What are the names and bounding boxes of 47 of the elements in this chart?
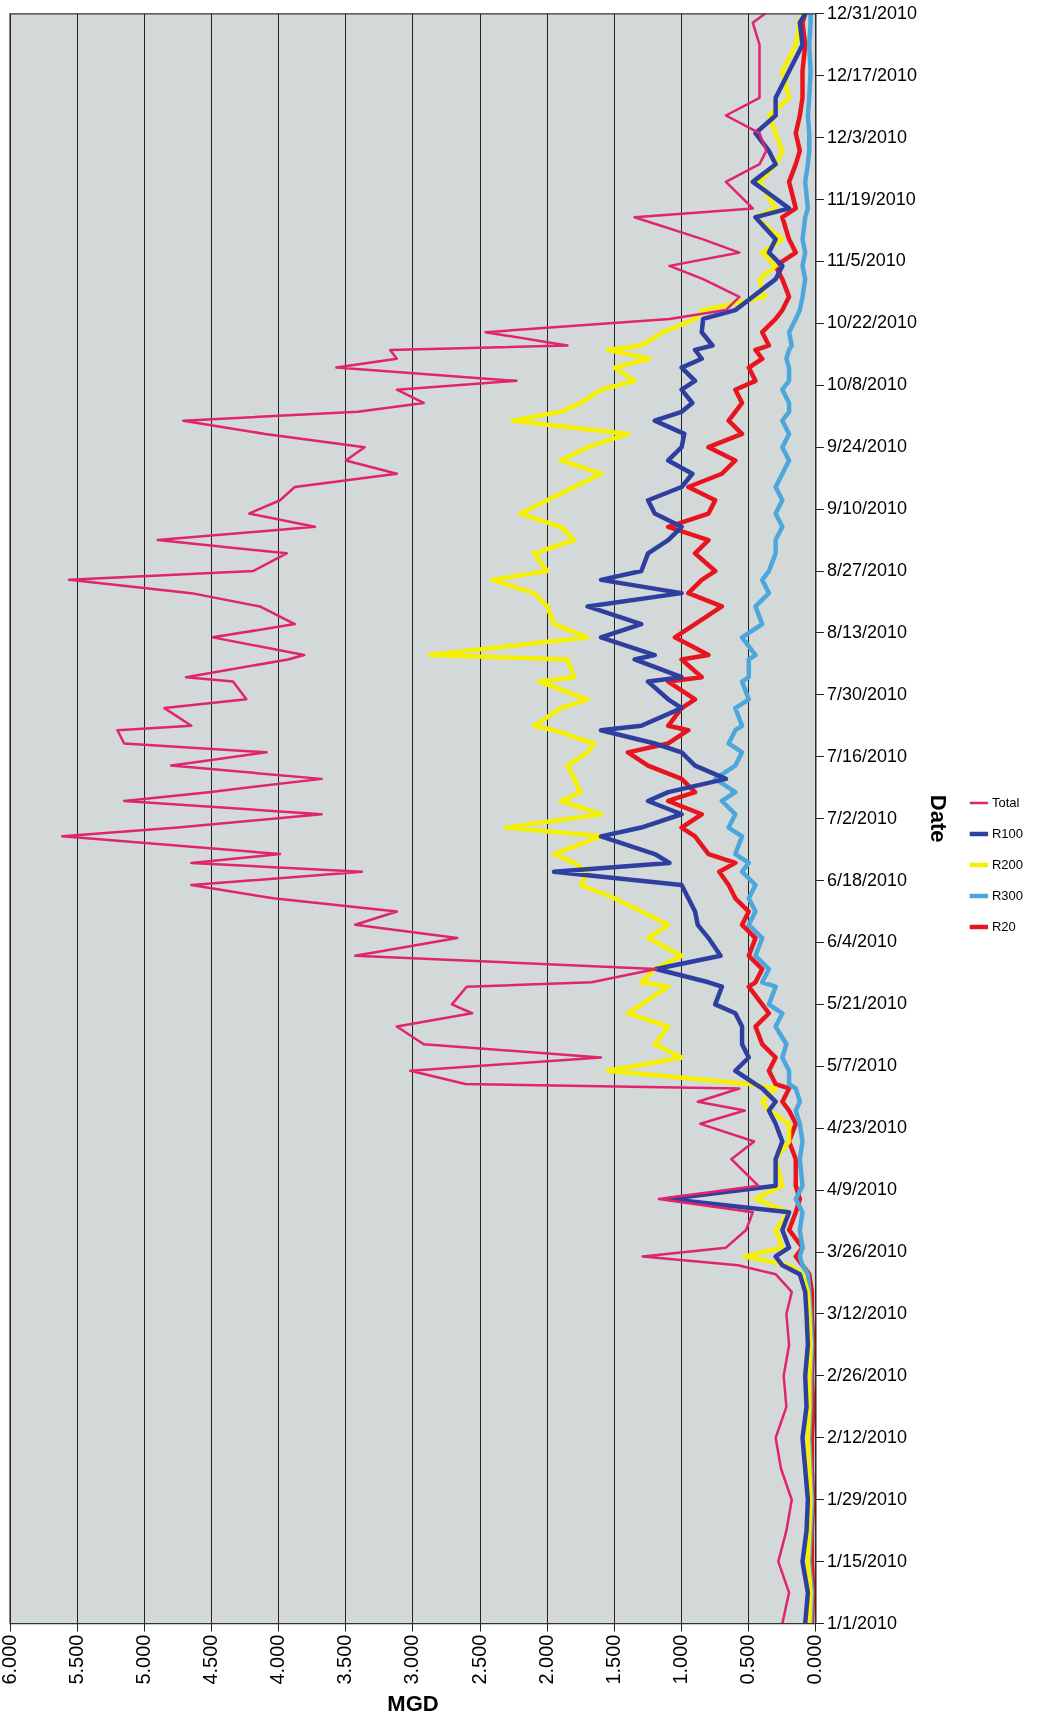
x-tick-label: 6.000 [0, 1634, 20, 1685]
y-tick-label: 10/8/2010 [826, 374, 908, 395]
y-tick-label: 2/26/2010 [826, 1364, 908, 1385]
legend-label: R200 [991, 856, 1023, 872]
y-tick-label: 4/23/2010 [826, 1117, 908, 1138]
y-tick-label: 11/19/2010 [826, 188, 916, 209]
legend-label: R20 [991, 918, 1016, 934]
y-tick-label: 12/17/2010 [826, 64, 918, 85]
y-tick-label: 7/2/2010 [826, 807, 898, 828]
x-tick-label: 3.000 [400, 1634, 423, 1685]
y-tick-label: 5/7/2010 [826, 1055, 898, 1076]
y-tick-label: 1/15/2010 [826, 1550, 908, 1571]
legend-label: R300 [991, 887, 1023, 903]
y-tick-label: 3/26/2010 [826, 1241, 908, 1262]
x-tick-label: 3.500 [333, 1634, 356, 1685]
x-tick-label: 4.000 [266, 1634, 289, 1685]
y-tick-label: 12/31/2010 [826, 2, 918, 23]
y-tick-label: 2/12/2010 [826, 1426, 908, 1447]
y-tick-label: 7/30/2010 [826, 683, 908, 704]
y-tick-label: 8/13/2010 [826, 621, 908, 642]
x-tick-label: 2.000 [534, 1634, 557, 1685]
y-tick-label: 6/4/2010 [826, 931, 898, 952]
x-tick-label: 5.000 [131, 1634, 154, 1685]
y-tick-label: 5/21/2010 [826, 993, 908, 1014]
y-tick-label: 1/29/2010 [826, 1488, 908, 1509]
x-axis-title: MGD [387, 1690, 439, 1716]
x-tick-label: 1.500 [601, 1634, 624, 1685]
x-tick-label: 1.000 [669, 1634, 692, 1685]
y-axis-title: Date [926, 794, 952, 843]
legend-label: Total [991, 794, 1020, 810]
y-tick-label: 1/1/2010 [826, 1612, 898, 1633]
y-tick-label: 9/24/2010 [826, 436, 908, 457]
x-tick-label: 0.000 [803, 1634, 826, 1685]
y-tick-label: 4/9/2010 [826, 1179, 898, 1200]
x-tick-label: 0.500 [736, 1634, 759, 1685]
y-tick-label: 9/10/2010 [826, 498, 908, 519]
x-tick-label: 5.500 [64, 1634, 87, 1685]
y-tick-label: 6/18/2010 [826, 869, 908, 890]
y-tick-label: 3/12/2010 [826, 1302, 908, 1323]
legend-label: R100 [991, 825, 1023, 841]
y-tick-label: 12/3/2010 [826, 126, 908, 147]
y-tick-label: 7/16/2010 [826, 745, 908, 766]
x-tick-label: 4.500 [199, 1634, 221, 1685]
y-tick-label: 11/5/2010 [826, 250, 906, 271]
y-tick-label: 10/22/2010 [826, 312, 918, 333]
x-tick-label: 2.500 [467, 1634, 490, 1685]
y-tick-label: 8/27/2010 [826, 559, 908, 580]
